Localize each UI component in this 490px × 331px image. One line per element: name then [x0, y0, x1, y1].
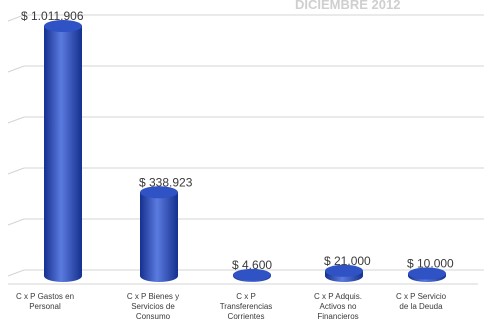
- category-label: Activos no: [320, 302, 357, 311]
- bar: [233, 268, 271, 282]
- bar: [325, 264, 363, 282]
- bar: [140, 186, 178, 282]
- category-label: C x P Bienes y: [127, 292, 179, 301]
- data-label: $ 10.000: [407, 257, 454, 271]
- category-label: Personal: [29, 302, 61, 311]
- grid-lines: [7, 14, 484, 285]
- category-label: Corrientes: [228, 312, 265, 321]
- category-label: C x P Gastos en: [16, 292, 74, 301]
- chart-title-cut: DICIEMBRE 2012: [295, 0, 400, 12]
- grid-tick: [7, 167, 25, 175]
- category-label: Transferencias: [220, 302, 273, 311]
- bar: [44, 20, 82, 282]
- bar-cap: [408, 267, 446, 280]
- data-label: $ 1.011.906: [21, 9, 84, 23]
- grid-tick: [7, 14, 25, 22]
- category-label: Consumo: [136, 312, 171, 321]
- bar-cap: [44, 20, 82, 33]
- category-label: Servicios de: [131, 302, 175, 311]
- bar-body: [44, 26, 82, 282]
- grid-tick: [7, 65, 25, 73]
- category-label: de la Deuda: [399, 302, 443, 311]
- data-labels: $ 1.011.906 $ 338.923 $ 4.600 $ 21.000 $ 10.…: [21, 9, 454, 272]
- category-label: C x P Adquis.: [314, 292, 362, 301]
- grid-tick: [7, 218, 25, 226]
- bars: [44, 20, 446, 282]
- data-label: $ 338.923: [139, 175, 193, 189]
- category-label: Financieros: [317, 312, 358, 321]
- bar-body: [140, 192, 178, 282]
- bar-cap: [325, 264, 363, 277]
- grid-tick: [7, 116, 25, 124]
- bar: [408, 267, 446, 282]
- category-label: C x P: [236, 292, 256, 301]
- category-label: C x P Servicio: [396, 292, 447, 301]
- bar-cap: [140, 186, 178, 199]
- data-label: $ 4.600: [232, 258, 272, 272]
- data-label: $ 21.000: [324, 254, 371, 268]
- grid-tick: [7, 269, 25, 277]
- bar-cap: [233, 268, 271, 281]
